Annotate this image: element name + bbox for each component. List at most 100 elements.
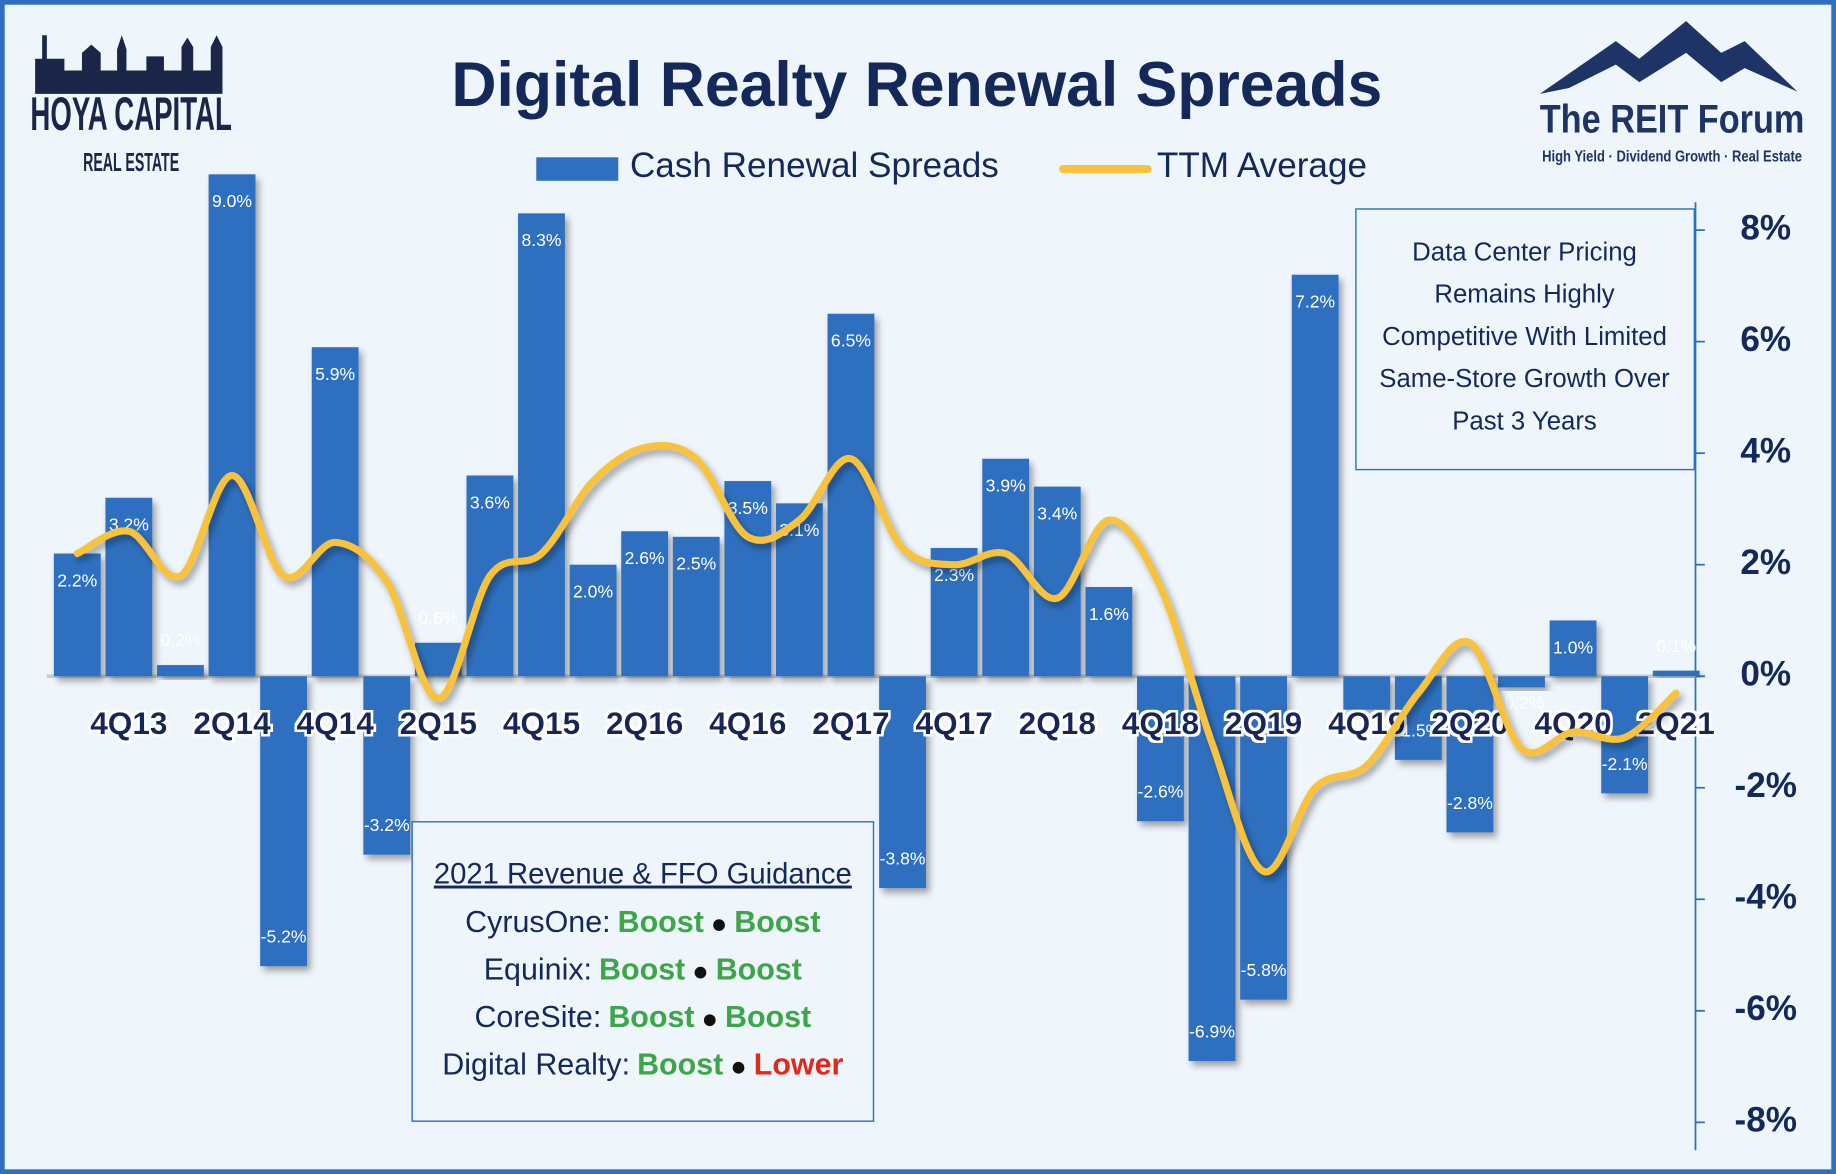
bar	[621, 531, 669, 677]
guidance-row: Equinix: Boost Boost	[484, 953, 802, 987]
legend-swatch	[536, 157, 619, 181]
value-label: 2.5%	[676, 554, 716, 574]
value-label: -6.9%	[1189, 1021, 1235, 1041]
bar	[879, 676, 926, 889]
value-label: -5.8%	[1241, 960, 1287, 980]
separator	[703, 1014, 716, 1027]
y-tick-label: -8%	[1735, 1101, 1797, 1140]
x-tick-label: 2Q14	[193, 705, 271, 741]
x-tick-label: 2Q20	[1431, 705, 1508, 741]
bar	[1085, 587, 1133, 677]
value-label: 9.0%	[212, 191, 252, 211]
bar	[1652, 670, 1700, 677]
bar	[827, 313, 875, 677]
value-label: 5.9%	[315, 364, 355, 384]
company: Digital Realty:	[442, 1048, 630, 1082]
x-tick-label: 4Q18	[1122, 705, 1199, 741]
separator	[732, 1061, 745, 1074]
value-label: -0.6%	[1344, 715, 1390, 735]
legend: Cash Renewal Spreads TTM Average	[536, 146, 1367, 185]
bar	[672, 536, 720, 677]
value-label: 7.2%	[1295, 292, 1335, 312]
bar	[105, 497, 153, 677]
value-label: 3.6%	[470, 492, 510, 512]
separator	[713, 919, 725, 931]
plot-area: 8%6%4%2%0%-2%-4%-6%-8%2.2%3.2%0.2%9.0%-5…	[46, 174, 1797, 1151]
value-label: -5.2%	[261, 927, 307, 947]
value-label: -2.6%	[1138, 782, 1184, 802]
bar	[518, 213, 565, 677]
guidance-value: Lower	[754, 1048, 844, 1082]
bar	[260, 676, 308, 967]
guidance-value: Boost	[725, 1000, 811, 1034]
line	[73, 442, 1680, 876]
bar	[1446, 676, 1494, 833]
value-label: 2.6%	[625, 548, 665, 568]
bar	[930, 547, 978, 677]
value-label: 3.4%	[1037, 503, 1077, 523]
x-tick-label: 4Q16	[709, 705, 786, 741]
bar	[1343, 676, 1391, 710]
annotation: Data Center Pricing Remains Highly Competi…	[1355, 208, 1696, 471]
y-tick-label: -2%	[1735, 766, 1797, 805]
value-label: 1.6%	[1089, 604, 1129, 624]
value-label: 2.2%	[57, 570, 97, 590]
value-label: 0.6%	[418, 608, 458, 628]
chart-title: Digital Realty Renewal Spreads	[451, 50, 1382, 120]
value-label: -1.5%	[1395, 720, 1441, 740]
y-tick-label: 2%	[1740, 543, 1791, 582]
value-label: 1.0%	[1553, 637, 1593, 657]
guidance-value: Boost	[637, 1048, 723, 1082]
guidance-value: Boost	[599, 953, 685, 987]
y-tick-label: 8%	[1740, 208, 1791, 247]
value-label: 2.3%	[934, 565, 974, 585]
bar	[1549, 620, 1597, 677]
bar	[53, 553, 101, 677]
annotation-text: Same-Store Growth Over	[1379, 365, 1670, 393]
company: CoreSite:	[474, 1000, 601, 1034]
logo-text: High Yield · Dividend Growth · Real Esta…	[1542, 148, 1802, 165]
value-label: 3.5%	[728, 498, 768, 518]
company: CyrusOne:	[465, 905, 610, 939]
value-label: 8.3%	[521, 230, 561, 250]
bar	[569, 564, 617, 677]
annotation-text: Competitive With Limited	[1382, 323, 1667, 351]
value-label: 0.2%	[160, 630, 200, 650]
bar	[157, 665, 204, 677]
y-tick-label: 0%	[1740, 654, 1791, 693]
guidance-value: Boost	[716, 953, 802, 987]
x-tick-label: 2Q18	[1019, 705, 1096, 741]
y-tick-label: 6%	[1740, 320, 1791, 359]
value-label: 2.0%	[573, 581, 613, 601]
annotation-text: Data Center Pricing	[1412, 238, 1637, 266]
x-tick-label: 2Q16	[606, 705, 683, 741]
guidance-title: 2021 Revenue & FFO Guidance	[434, 858, 852, 891]
x-tick-label: 4Q13	[90, 705, 167, 741]
guidance-row: CoreSite: Boost Boost	[474, 1000, 811, 1034]
bar	[311, 347, 359, 677]
x-tick-label: 4Q14	[297, 705, 375, 741]
guidance-value: Boost	[608, 1000, 694, 1034]
y-tick-label: 4%	[1740, 431, 1791, 470]
annotation-text: Remains Highly	[1434, 281, 1614, 309]
value-label: 3.9%	[986, 476, 1026, 496]
logo-right: The REIT Forum High Yield · Dividend Gro…	[1539, 21, 1805, 165]
legend-label: TTM Average	[1157, 146, 1367, 185]
annotation-text: Past 3 Years	[1452, 407, 1597, 435]
value-label: 6.5%	[831, 331, 871, 351]
y-tick-label: -6%	[1735, 989, 1797, 1028]
logo-text: The REIT Forum	[1540, 98, 1805, 142]
bar	[1291, 274, 1339, 677]
guidance-row: CyrusOne: Boost Boost	[465, 905, 820, 939]
logo-text: HOYA CAPITAL	[30, 88, 231, 140]
x-tick-label: 4Q15	[503, 705, 580, 741]
x-tick-label: 2Q15	[400, 705, 477, 741]
y-tick-label: -4%	[1735, 878, 1797, 917]
value-label: -2.8%	[1447, 793, 1493, 813]
logo-left: HOYA CAPITAL REAL ESTATE	[30, 35, 232, 177]
bar	[208, 174, 256, 677]
guidance-value: Boost	[618, 905, 704, 939]
